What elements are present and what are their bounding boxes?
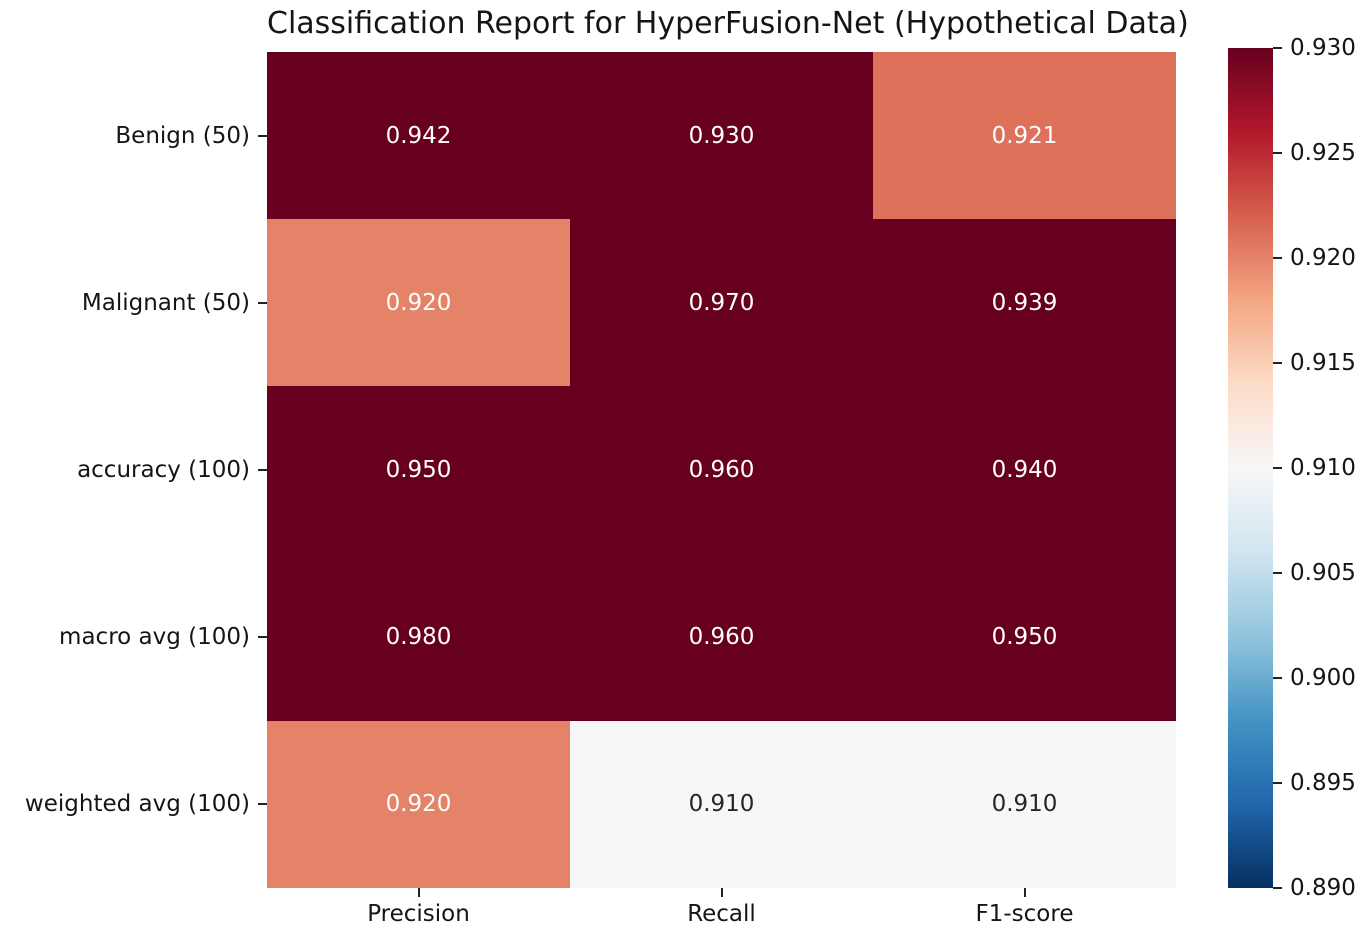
heatmap-cell: 0.921 — [873, 52, 1176, 220]
y-tick-mark — [258, 301, 267, 304]
colorbar-tick-label: 0.910 — [1290, 455, 1356, 481]
colorbar-tick-mark — [1273, 677, 1282, 679]
x-tick-mark — [417, 888, 420, 897]
y-tick-row: Benign (50) — [0, 52, 267, 219]
y-tick-mark — [258, 469, 267, 471]
cell-value: 0.930 — [688, 122, 755, 149]
y-tick-label: macro avg (100) — [59, 624, 250, 651]
heatmap-grid: 0.942 0.930 0.921 0.920 0.970 0.939 0.950 0.960… — [267, 52, 1176, 888]
y-tick-row: Malignant (50) — [0, 219, 267, 386]
y-tick-row: weighted avg (100) — [0, 721, 267, 888]
cell-value: 0.921 — [991, 122, 1058, 149]
x-tick-mark — [720, 888, 723, 897]
heatmap-cell: 0.940 — [873, 386, 1176, 554]
y-tick-label: weighted avg (100) — [24, 791, 250, 818]
x-axis-labels: Precision Recall F1-score — [267, 888, 1176, 933]
y-tick-mark — [258, 134, 267, 137]
colorbar-tick-mark — [1273, 887, 1282, 889]
y-tick-label: accuracy (100) — [77, 457, 250, 483]
heatmap-cell: 0.960 — [570, 553, 873, 721]
cell-value: 0.960 — [688, 456, 755, 483]
y-axis-labels: Benign (50) Malignant (50) accuracy (100) m… — [0, 52, 267, 888]
x-tick-col: F1-score — [873, 888, 1176, 933]
colorbar-tick-label: 0.890 — [1290, 875, 1356, 901]
y-tick-label: Benign (50) — [115, 122, 250, 149]
x-tick-mark — [1023, 888, 1026, 897]
x-tick-label: Precision — [367, 901, 470, 927]
y-tick-row: macro avg (100) — [0, 554, 267, 721]
cell-value: 0.910 — [688, 791, 755, 818]
y-tick-mark — [258, 803, 267, 806]
y-tick-mark — [258, 636, 267, 639]
y-tick-row: accuracy (100) — [0, 386, 267, 553]
colorbar-tick-label: 0.920 — [1290, 245, 1356, 271]
colorbar-tick-mark — [1273, 152, 1282, 154]
colorbar-tick-mark — [1273, 257, 1282, 259]
colorbar-tick-label: 0.895 — [1290, 770, 1356, 796]
heatmap-cell: 0.920 — [267, 219, 570, 387]
x-tick-label: F1-score — [975, 901, 1074, 927]
colorbar-tick-label: 0.925 — [1290, 140, 1356, 166]
cell-value: 0.950 — [991, 624, 1058, 651]
colorbar-tick-mark — [1273, 467, 1282, 469]
heatmap-cell: 0.950 — [267, 386, 570, 554]
colorbar-tick-label: 0.930 — [1290, 35, 1356, 61]
y-tick-label: Malignant (50) — [81, 289, 250, 316]
cell-value: 0.942 — [385, 122, 452, 149]
cell-value: 0.960 — [688, 624, 755, 651]
colorbar-tick-label: 0.905 — [1290, 560, 1356, 586]
chart-title: Classification Report for HyperFusion-Ne… — [267, 6, 1189, 41]
cell-value: 0.950 — [385, 456, 452, 483]
cell-value: 0.939 — [991, 289, 1058, 316]
x-tick-col: Precision — [267, 888, 570, 933]
heatmap-cell: 0.939 — [873, 219, 1176, 387]
heatmap-cell: 0.950 — [873, 553, 1176, 721]
heatmap-cell: 0.942 — [267, 52, 570, 220]
colorbar-tick-mark — [1273, 572, 1282, 574]
heatmap-cell: 0.930 — [570, 52, 873, 220]
cell-value: 0.910 — [991, 791, 1058, 818]
heatmap-cell: 0.910 — [873, 720, 1176, 888]
cell-value: 0.940 — [991, 456, 1058, 483]
colorbar-tick-mark — [1273, 362, 1282, 364]
heatmap-cell: 0.960 — [570, 386, 873, 554]
colorbar-tick-label: 0.915 — [1290, 350, 1356, 376]
x-tick-col: Recall — [570, 888, 873, 933]
colorbar-tick-mark — [1273, 782, 1282, 784]
cell-value: 0.980 — [385, 624, 452, 651]
heatmap-cell: 0.980 — [267, 553, 570, 721]
heatmap-cell: 0.970 — [570, 219, 873, 387]
x-tick-label: Recall — [687, 901, 756, 927]
colorbar-tick-label: 0.900 — [1290, 665, 1356, 691]
cell-value: 0.920 — [385, 791, 452, 818]
colorbar: 0.890 0.895 0.900 0.905 0.910 0.915 0.920 0.925… — [1228, 35, 1356, 901]
colorbar-tick-mark — [1273, 47, 1282, 49]
cell-value: 0.920 — [385, 289, 452, 316]
colorbar-gradient — [1228, 48, 1273, 888]
cell-value: 0.970 — [688, 289, 755, 316]
heatmap-cell: 0.920 — [267, 720, 570, 888]
heatmap-cell: 0.910 — [570, 720, 873, 888]
